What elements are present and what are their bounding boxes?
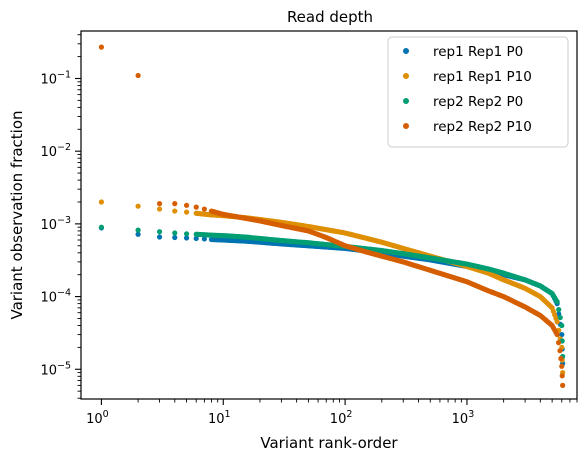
data-point <box>183 235 190 241</box>
y-axis: 10−5 10−4 10−3 10−2 10−1 <box>40 34 81 399</box>
x-tick-label: 101 <box>208 409 231 427</box>
data-point <box>98 199 105 205</box>
y-axis-label: Variant observation fraction <box>8 110 26 319</box>
data-point <box>559 363 565 369</box>
y-tick-label: 10−5 <box>40 360 71 378</box>
data-point <box>560 382 566 388</box>
y-tick-label: 10−2 <box>40 142 71 160</box>
legend-marker <box>403 73 409 79</box>
legend-label: rep2 Rep2 P0 <box>433 94 523 110</box>
data-point <box>193 204 199 210</box>
data-point <box>135 203 141 209</box>
y-tick-label: 10−3 <box>40 215 71 233</box>
series-4 <box>98 44 566 388</box>
data-point <box>156 206 163 212</box>
data-point <box>559 322 565 329</box>
data-point <box>201 236 207 242</box>
data-point-dense <box>556 307 562 313</box>
chart-title: Read depth <box>287 8 373 26</box>
data-point-dense <box>555 340 562 346</box>
data-point <box>156 234 163 240</box>
data-point <box>172 201 178 207</box>
data-point <box>201 206 207 212</box>
data-point <box>98 224 105 230</box>
legend-marker <box>403 123 409 129</box>
x-tick-label: 102 <box>330 409 353 427</box>
data-point <box>172 208 178 214</box>
legend-box <box>387 36 569 148</box>
data-point <box>156 229 163 235</box>
x-axis: 100 101 102 103 <box>86 399 578 427</box>
data-point <box>135 72 141 79</box>
data-point <box>183 231 190 237</box>
legend-label: rep1 Rep1 P0 <box>433 44 523 60</box>
data-point-dense <box>559 373 565 379</box>
data-point-dense <box>557 314 563 321</box>
data-points <box>98 44 566 388</box>
y-tick-label: 10−4 <box>40 288 71 306</box>
data-point <box>193 235 199 242</box>
x-tick-label: 100 <box>86 409 109 427</box>
y-tick-label: 10−1 <box>40 69 71 87</box>
data-point <box>554 319 560 325</box>
data-point <box>98 44 105 50</box>
legend-marker <box>403 98 409 104</box>
legend: rep1 Rep1 P0 rep1 Rep1 P10 rep2 Rep2 P0 rep… <box>387 36 569 148</box>
plot-frame <box>80 30 578 400</box>
data-point <box>554 299 560 305</box>
data-point <box>554 331 560 338</box>
data-point <box>135 231 141 237</box>
x-axis-label: Variant rank-order <box>260 434 398 452</box>
data-point-dense <box>558 355 564 362</box>
data-point <box>183 209 190 215</box>
data-point <box>172 234 178 241</box>
legend-label: rep2 Rep2 P10 <box>433 119 532 135</box>
legend-marker <box>403 48 409 54</box>
data-point <box>557 348 563 354</box>
legend-label: rep1 Rep1 P10 <box>433 69 532 85</box>
x-tick-label: 103 <box>452 409 475 427</box>
data-point <box>156 201 163 207</box>
data-point <box>135 227 141 233</box>
data-point <box>183 202 190 208</box>
data-point <box>559 331 565 338</box>
data-point <box>172 230 178 236</box>
